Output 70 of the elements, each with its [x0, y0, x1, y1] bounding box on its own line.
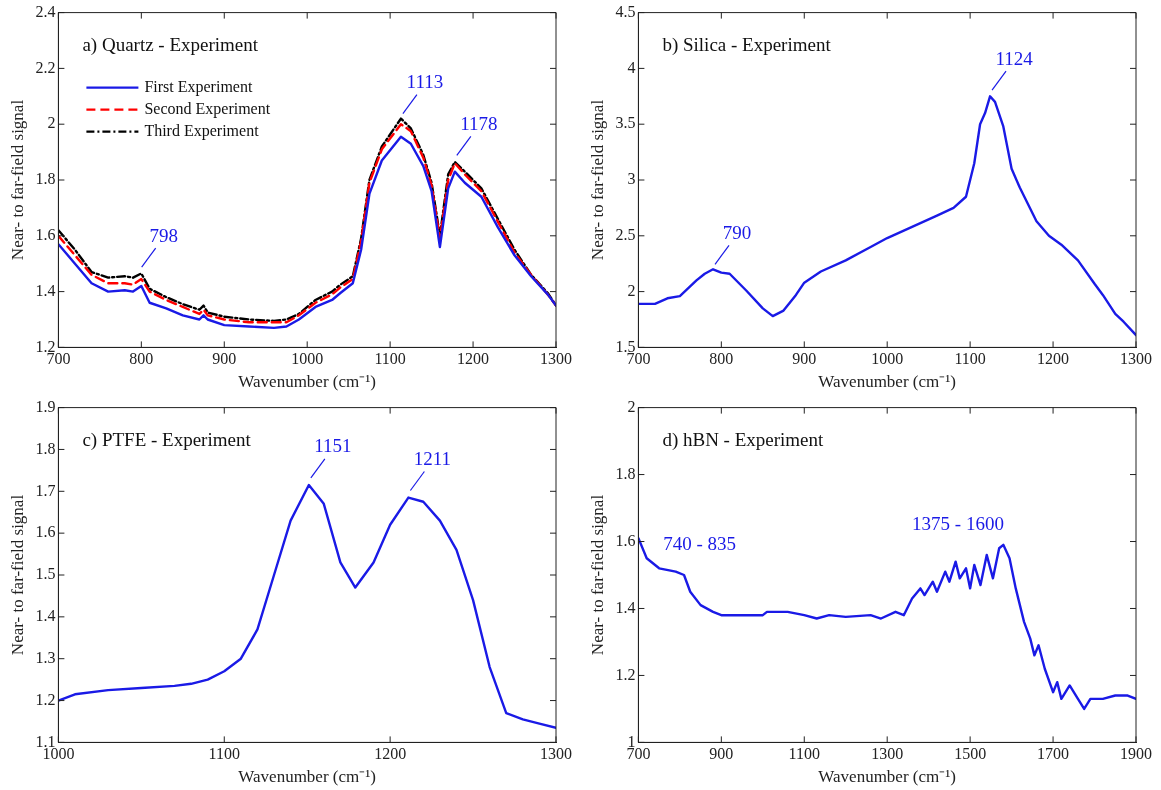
y-axis-title: Near- to far-field signal [587, 99, 607, 261]
x-tick-label: 1900 [1120, 745, 1152, 763]
x-tick-label: 1100 [954, 350, 986, 368]
x-tick-label: 1100 [374, 350, 406, 368]
y-tick-label: 4 [627, 58, 636, 76]
y-tick-label: 1.2 [615, 665, 636, 683]
y-tick-label: 1.2 [35, 690, 56, 708]
y-tick-label: 1.6 [35, 226, 56, 243]
annotation: 798 [149, 224, 178, 246]
x-tick-label: 1300 [540, 745, 572, 763]
x-tick-label: 800 [129, 350, 154, 368]
x-axis-title: Wavenumber (cm⁻¹) [238, 767, 377, 787]
y-tick-label: 3 [627, 170, 636, 188]
y-tick-label: 2.4 [35, 2, 56, 20]
x-axis-title: Wavenumber (cm⁻¹) [818, 767, 957, 787]
text: b) Silica - Experiment [662, 33, 832, 56]
y-axis-title: Near- to far-field signal [7, 494, 27, 656]
text: c) PTFE - Experiment [82, 428, 252, 451]
annotation: 790 [722, 221, 752, 243]
y-tick-label: 3.5 [615, 114, 636, 132]
legend-label: Second Experiment [144, 99, 271, 118]
y-tick-label: 1.4 [35, 607, 56, 625]
y-tick-label: 2.2 [35, 58, 56, 76]
x-tick-label: 1500 [954, 745, 987, 763]
y-tick-label: 2.5 [615, 226, 636, 243]
x-tick-label: 1100 [788, 745, 820, 763]
x-tick-label: 1100 [208, 745, 240, 763]
x-tick-label: 1300 [540, 350, 572, 368]
legend-label: First Experiment [144, 77, 253, 96]
x-tick-label: 900 [792, 350, 817, 368]
annotation: 1178 [460, 112, 498, 134]
annotation: 1211 [413, 447, 452, 469]
y-axis-title: Near- to far-field signal [587, 494, 607, 656]
x-tick-label: 1700 [1037, 745, 1070, 763]
x-tick-label: 1200 [374, 745, 407, 763]
y-tick-label: 1.6 [615, 531, 636, 549]
x-tick-label: 1000 [871, 350, 904, 368]
x-tick-label: 900 [212, 350, 237, 368]
x-tick-label: 1200 [457, 350, 490, 368]
y-tick-label: 1.6 [35, 523, 56, 541]
y-tick-label: 1.9 [35, 397, 56, 415]
y-axis-title: Near- to far-field signal [7, 99, 27, 261]
y-tick-label: 1.4 [615, 598, 636, 616]
y-tick-label: 2 [627, 397, 636, 415]
y-tick-label: 1.3 [35, 648, 56, 666]
x-tick-label: 900 [709, 745, 734, 763]
x-tick-label: 1000 [291, 350, 324, 368]
annotation: 1124 [995, 47, 1034, 69]
y-tick-label: 2 [627, 281, 636, 299]
annotation: 1375 - 1600 [912, 512, 1004, 534]
x-axis-title: Wavenumber (cm⁻¹) [818, 372, 957, 392]
x-tick-label: 800 [709, 350, 734, 368]
annotation: 1113 [406, 71, 444, 93]
y-tick-label: 1.7 [35, 481, 56, 499]
annotation: 740 - 835 [663, 532, 737, 554]
y-tick-label: 1.8 [615, 464, 636, 482]
x-axis-title: Wavenumber (cm⁻¹) [238, 372, 377, 392]
y-tick-label: 1.4 [35, 281, 56, 299]
y-tick-label: 4.5 [615, 2, 636, 20]
text: a) Quartz - Experiment [82, 33, 259, 56]
legend-label: Third Experiment [144, 121, 260, 140]
text: d) hBN - Experiment [662, 428, 825, 451]
y-tick-label: 1.8 [35, 170, 56, 188]
x-tick-label: 1300 [1120, 350, 1152, 368]
annotation: 1151 [314, 435, 352, 457]
y-tick-label: 2 [47, 114, 56, 132]
y-tick-label: 1.8 [35, 439, 56, 457]
x-tick-label: 1200 [1037, 350, 1070, 368]
x-tick-label: 1300 [871, 745, 904, 763]
y-tick-label: 1.5 [35, 565, 56, 583]
